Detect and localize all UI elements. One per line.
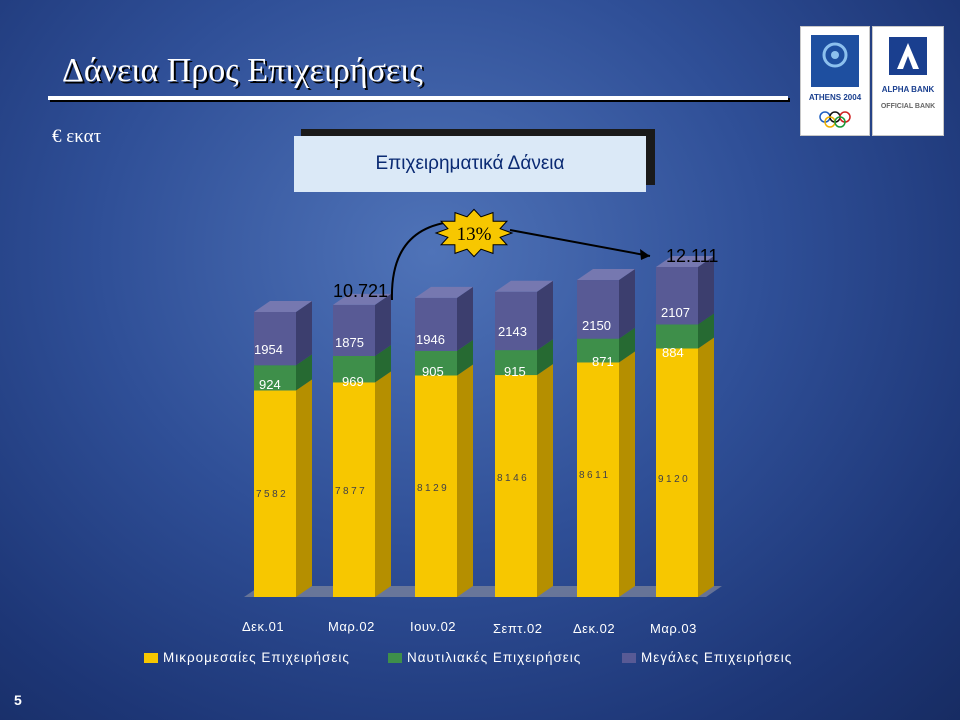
- data-label-small-medium: 8146: [497, 473, 529, 484]
- bar-small-medium: [656, 348, 698, 597]
- data-label-large: 2107: [661, 305, 690, 320]
- total-label-mar02: 10.721: [333, 281, 388, 301]
- data-label-shipping: 969: [342, 374, 364, 389]
- bar-top-large: [254, 300, 312, 312]
- bar-side-small-medium: [537, 364, 553, 597]
- bar-large: [333, 304, 375, 356]
- bar-large: [495, 291, 537, 351]
- athens-logo-text: ATHENS 2004: [808, 93, 862, 102]
- x-tick-label: Δεκ.02: [573, 621, 615, 636]
- legend-label-shipping: Ναυτιλιακές Επιχειρήσεις: [407, 650, 582, 665]
- bar-side-large: [457, 286, 473, 351]
- bar-side-shipping: [698, 313, 714, 349]
- data-label-shipping: 884: [662, 345, 684, 360]
- growth-arrow-head: [640, 249, 650, 260]
- bar-side-small-medium: [619, 351, 635, 597]
- chart-floor: [244, 586, 722, 597]
- bar-side-small-medium: [457, 364, 473, 597]
- bar-side-small-medium: [375, 371, 391, 597]
- x-tick-label: Μαρ.02: [328, 619, 375, 634]
- data-label-large: 1954: [254, 342, 283, 357]
- bar-side-shipping: [375, 344, 391, 383]
- bar-side-shipping: [457, 339, 473, 376]
- bar-side-shipping: [619, 327, 635, 363]
- growth-badge: [434, 208, 514, 258]
- bar-side-shipping: [296, 354, 312, 391]
- legend-swatch-small-medium: [144, 652, 158, 663]
- legend-swatch-large: [622, 652, 636, 663]
- chart-legend: Μικρομεσαίες Επιχειρήσεις Ναυτιλιακές Επ…: [144, 650, 844, 670]
- data-label-shipping: 924: [259, 377, 281, 392]
- alpha-bank-logo: ALPHA BANK OFFICIAL BANK: [872, 26, 944, 136]
- bar-shipping: [577, 338, 619, 363]
- bar-side-large: [296, 300, 312, 366]
- data-label-shipping: 871: [592, 354, 614, 369]
- bar-side-large: [619, 269, 635, 339]
- growth-arrow-right: [509, 229, 651, 257]
- alpha-bank-text: ALPHA BANK: [881, 85, 935, 94]
- data-label-small-medium: 8611: [579, 470, 611, 481]
- bar-shipping: [254, 365, 296, 391]
- bar-side-large: [375, 293, 391, 356]
- bar-large: [254, 311, 296, 366]
- growth-badge-label: 13%: [457, 224, 492, 245]
- chart-title: Επιχειρηματικά Δάνεια: [294, 136, 646, 192]
- x-tick-label: Ιουν.02: [410, 619, 456, 634]
- data-label-small-medium: 7877: [335, 486, 367, 497]
- page-number: 5: [14, 692, 22, 708]
- legend-item-large: Μεγάλες Επιχειρήσεις: [622, 650, 792, 665]
- bar-shipping: [656, 324, 698, 349]
- x-tick-label: Μαρ.03: [650, 621, 697, 636]
- data-label-small-medium: 8129: [417, 483, 449, 494]
- bar-shipping: [415, 350, 457, 376]
- bar-shipping: [495, 350, 537, 376]
- x-tick-label: Δεκ.01: [242, 619, 284, 634]
- data-label-shipping: 915: [504, 364, 526, 379]
- bar-large: [656, 267, 698, 325]
- unit-label: € εκατ: [52, 126, 102, 147]
- legend-swatch-shipping: [388, 652, 402, 663]
- slide-title: Δάνεια Προς Επιχειρήσεις: [62, 52, 423, 89]
- bar-top-large: [333, 293, 391, 305]
- alpha-bank-icon: [889, 37, 927, 75]
- bar-top-large: [415, 286, 473, 298]
- bar-small-medium: [577, 362, 619, 597]
- legend-label-small-medium: Μικρομεσαίες Επιχειρήσεις: [163, 650, 350, 665]
- official-bank-text: OFFICIAL BANK: [880, 103, 936, 110]
- legend-item-shipping: Ναυτιλιακές Επιχειρήσεις: [388, 650, 581, 665]
- bar-side-shipping: [537, 339, 553, 376]
- bar-side-small-medium: [296, 379, 312, 597]
- bar-top-large: [577, 269, 635, 281]
- growth-arrow-left: [390, 221, 451, 301]
- total-label-mar03: 12.111: [666, 246, 718, 266]
- data-label-small-medium: 7582: [256, 489, 288, 500]
- bar-side-large: [698, 256, 714, 325]
- bar-large: [577, 280, 619, 339]
- data-label-large: 2143: [498, 324, 527, 339]
- bar-large: [415, 297, 457, 351]
- bar-small-medium: [495, 375, 537, 597]
- athens-emblem-icon: [811, 35, 859, 128]
- bar-small-medium: [333, 382, 375, 597]
- title-underline: [48, 96, 788, 100]
- x-tick-label: Σεπτ.02: [493, 621, 543, 636]
- athens-2004-logo: ATHENS 2004: [800, 26, 870, 136]
- bar-small-medium: [415, 375, 457, 597]
- bar-small-medium: [254, 390, 296, 597]
- bar-top-large: [495, 280, 553, 292]
- bar-side-small-medium: [698, 337, 714, 597]
- bar-side-large: [537, 280, 553, 351]
- legend-label-large: Μεγάλες Επιχειρήσεις: [641, 650, 793, 665]
- data-label-large: 1946: [416, 332, 445, 347]
- bar-top-large: [656, 256, 714, 267]
- data-label-small-medium: 9120: [658, 474, 690, 485]
- data-label-large: 1875: [335, 335, 364, 350]
- legend-item-small-medium: Μικρομεσαίες Επιχειρήσεις: [144, 650, 350, 665]
- bar-shipping: [333, 355, 375, 383]
- data-label-large: 2150: [582, 318, 611, 333]
- data-label-shipping: 905: [422, 364, 444, 379]
